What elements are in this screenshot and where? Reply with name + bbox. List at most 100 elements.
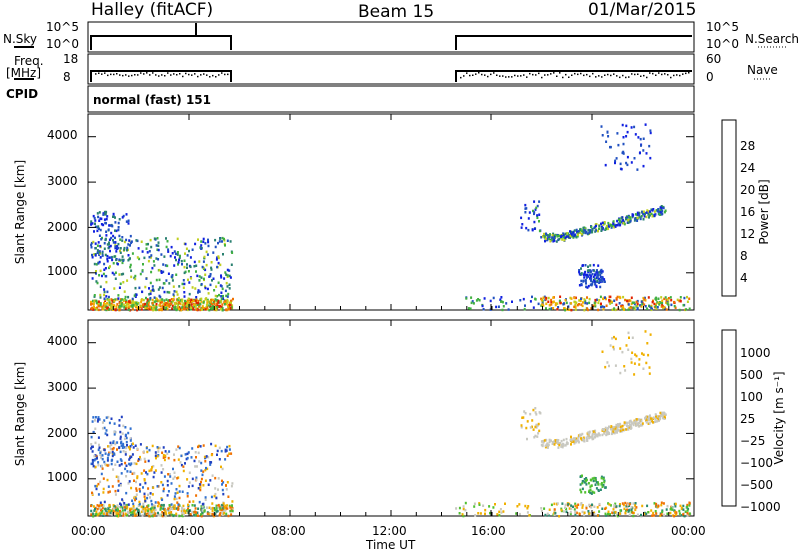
backscatter-cell [570,308,573,312]
backscatter-cell [149,292,152,295]
backscatter-cell [603,479,606,483]
backscatter-cell [231,506,234,510]
backscatter-cell [200,509,203,512]
backscatter-cell [90,462,93,466]
backscatter-cell [129,263,132,267]
backscatter-cell [212,301,215,305]
backscatter-cell [633,373,636,376]
backscatter-cell [581,229,584,232]
backscatter-cell [541,303,544,306]
backscatter-cell [103,419,106,422]
backscatter-cell [529,412,532,416]
backscatter-cell [534,208,537,211]
nave-dot [553,72,555,74]
backscatter-cell [612,430,615,433]
backscatter-cell [144,302,147,306]
backscatter-cell [92,308,95,311]
backscatter-cell [633,362,636,365]
backscatter-cell [229,300,232,303]
backscatter-cell [194,287,197,290]
backscatter-cell [93,230,95,233]
backscatter-cell [678,512,681,515]
nave-dot [526,76,528,78]
nave-dot [664,73,666,75]
backscatter-cell [197,291,199,294]
backscatter-cell [194,507,197,510]
backscatter-cell [130,241,133,245]
backscatter-cell [117,515,120,518]
backscatter-cell [540,299,543,302]
backscatter-cell [97,493,100,496]
backscatter-cell [157,248,160,252]
backscatter-cell [206,512,209,515]
backscatter-cell [183,308,186,311]
backscatter-cell [123,298,126,302]
backscatter-cell [564,299,567,302]
backscatter-cell [109,244,112,248]
backscatter-cell [194,303,197,306]
backscatter-cell [580,230,583,233]
backscatter-cell [597,481,599,484]
xtick-4: 16:00 [471,524,506,538]
backscatter-cell [167,248,170,251]
backscatter-cell [614,511,617,514]
backscatter-cell [91,491,93,495]
nave-dot [622,74,624,77]
backscatter-cell [641,302,644,306]
backscatter-cell [588,273,591,277]
backscatter-cell [121,498,124,501]
backscatter-cell [151,288,154,292]
backscatter-cell [153,300,156,303]
backscatter-cell [95,308,98,311]
backscatter-cell [144,510,147,513]
nave-dot [508,76,510,78]
backscatter-cell [213,289,216,292]
backscatter-cell [529,300,532,303]
backscatter-cell [642,296,645,300]
backscatter-cell [200,276,203,279]
backscatter-cell [540,236,543,239]
backscatter-cell [673,304,676,308]
backscatter-cell [219,237,222,240]
backscatter-cell [587,482,590,485]
backscatter-cell [145,471,147,474]
backscatter-cell [649,210,651,213]
backscatter-cell [154,469,157,472]
backscatter-cell [159,308,162,311]
backscatter-cell [130,486,133,490]
backscatter-cell [223,507,226,510]
backscatter-cell [201,265,204,269]
backscatter-cell [564,503,567,507]
backscatter-cell [116,441,119,444]
backscatter-cell [177,296,180,300]
backscatter-cell [590,307,593,310]
backscatter-cell [684,510,687,513]
backscatter-cell [201,306,204,310]
backscatter-cell [590,231,593,234]
backscatter-cell [173,290,176,293]
backscatter-cell [178,490,181,493]
backscatter-cell [602,484,605,487]
backscatter-cell [181,511,184,515]
backscatter-cell [95,270,97,273]
backscatter-cell [131,302,134,305]
backscatter-cell [633,307,636,311]
backscatter-cell [162,468,165,471]
backscatter-cell [164,264,167,267]
backscatter-cell [150,245,153,249]
backscatter-cell [182,302,185,306]
backscatter-cell [624,511,627,515]
backscatter-cell [101,509,104,513]
backscatter-cell [182,513,185,517]
backscatter-cell [639,151,641,154]
backscatter-cell [173,301,176,305]
backscatter-cell [574,308,577,311]
backscatter-cell [129,456,132,460]
nave-dot [493,72,495,74]
nave-dot [544,74,546,76]
backscatter-cell [157,450,160,453]
backscatter-cell [595,433,598,436]
backscatter-cell [581,504,584,507]
backscatter-cell [527,505,530,508]
backscatter-cell [103,297,106,300]
